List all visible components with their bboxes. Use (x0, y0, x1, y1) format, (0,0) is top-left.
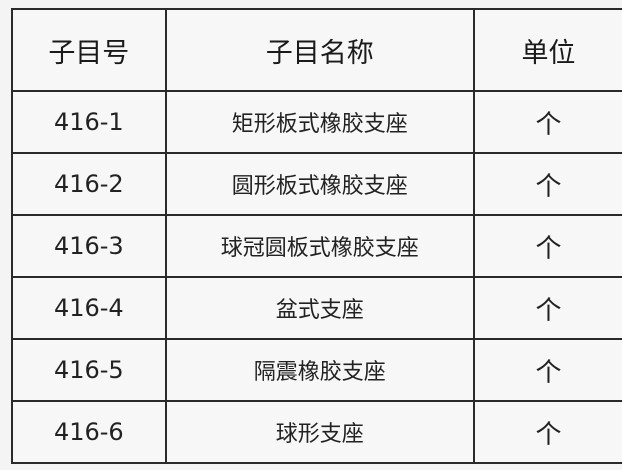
item-number: 416-1 (11, 90, 167, 154)
table-row: 416-4 盆式支座 个 (11, 276, 622, 340)
item-name: 球冠圆板式橡胶支座 (164, 214, 475, 278)
item-name: 球形支座 (164, 400, 475, 464)
item-number: 416-5 (11, 338, 167, 402)
table-row: 416-3 球冠圆板式橡胶支座 个 (11, 214, 622, 278)
item-name: 圆形板式橡胶支座 (164, 152, 475, 216)
table-row: 416-5 隔震橡胶支座 个 (11, 338, 622, 402)
table-row: 416-6 球形支座 个 (11, 400, 622, 464)
item-unit: 个 (472, 214, 622, 278)
table-row: 416-1 矩形板式橡胶支座 个 (11, 90, 622, 154)
item-unit: 个 (472, 400, 622, 464)
item-number: 416-6 (11, 400, 167, 464)
table-header-row: 子目号 子目名称 单位 (11, 8, 622, 92)
item-name: 矩形板式橡胶支座 (164, 90, 475, 154)
item-unit: 个 (472, 276, 622, 340)
item-name: 盆式支座 (164, 276, 475, 340)
table-row: 416-2 圆形板式橡胶支座 个 (11, 152, 622, 216)
item-unit: 个 (472, 338, 622, 402)
item-name: 隔震橡胶支座 (164, 338, 475, 402)
header-unit: 单位 (472, 8, 622, 92)
item-number: 416-3 (11, 214, 167, 278)
header-item-number: 子目号 (11, 8, 167, 92)
item-number: 416-2 (11, 152, 167, 216)
header-item-name: 子目名称 (164, 8, 475, 92)
item-number: 416-4 (11, 276, 167, 340)
item-unit: 个 (472, 152, 622, 216)
item-unit: 个 (472, 90, 622, 154)
bearing-items-table: 子目号 子目名称 单位 416-1 矩形板式橡胶支座 个 416-2 圆形板式橡… (11, 8, 622, 464)
